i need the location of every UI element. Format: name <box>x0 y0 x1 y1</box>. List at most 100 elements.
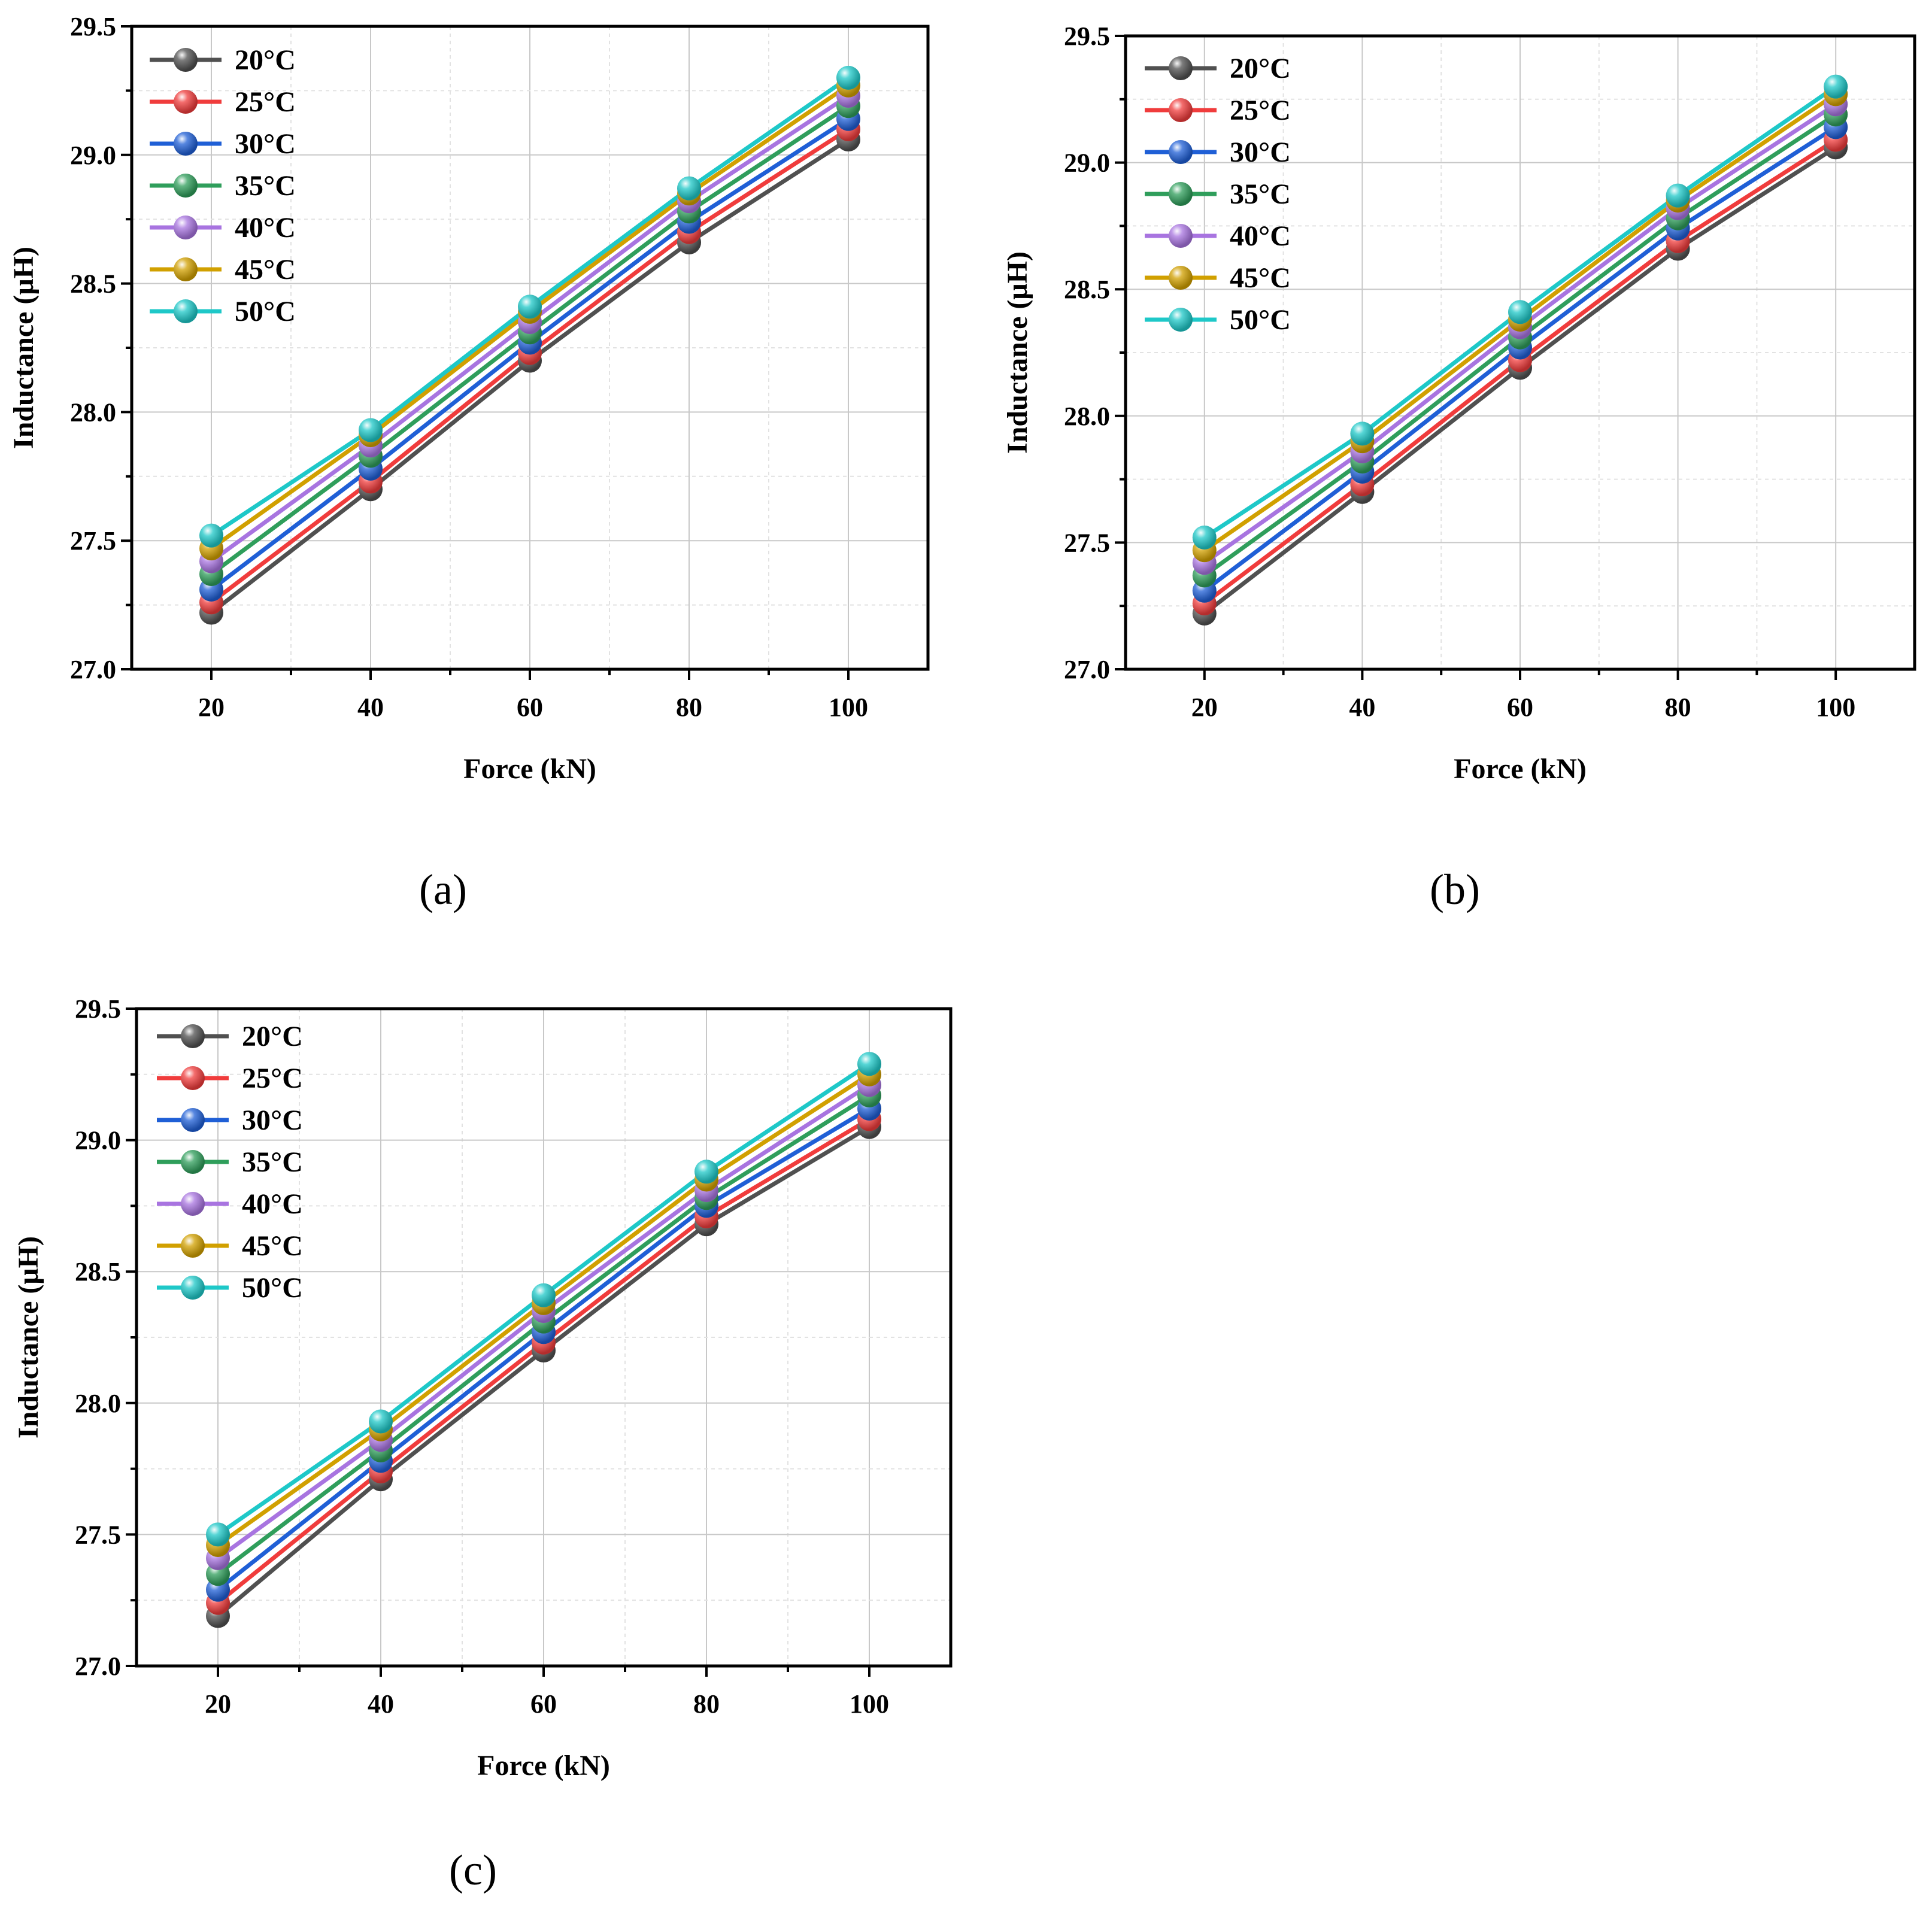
axes: 20 40 60 80 100 27.0 27.5 28.0 28.5 29.0 29.5 <box>75 994 889 1719</box>
chart-panel-c: 20 40 60 80 100 27.0 27.5 28.0 28.5 29.0 29.5 Force… <box>13 994 953 1894</box>
y-tick-label: 28.5 <box>70 269 116 299</box>
legend-item: 40°C <box>157 1188 303 1220</box>
y-tick-label: 27.0 <box>75 1652 121 1681</box>
y-tick-label: 27.5 <box>1064 528 1110 557</box>
legend-marker-highlight <box>181 1066 205 1090</box>
legend-marker-highlight <box>1169 224 1193 248</box>
x-tick-label: 40 <box>368 1689 394 1719</box>
data-point-highlight <box>1666 183 1690 208</box>
legend-marker-highlight <box>174 48 198 72</box>
y-tick-label: 29.0 <box>70 141 116 170</box>
legend-item: 30°C <box>1145 136 1291 168</box>
legend-label: 45°C <box>235 254 296 286</box>
legend-label: 30°C <box>1230 136 1291 168</box>
legend-marker-highlight <box>174 299 198 323</box>
y-tick-label: 27.0 <box>1064 655 1110 684</box>
legend-label: 30°C <box>235 128 296 160</box>
data-point-highlight <box>206 1522 230 1547</box>
legend-marker-highlight <box>181 1150 205 1174</box>
legend: 20°C 25°C 30°C 35°C 40°C 45°C 50°C <box>157 1021 303 1304</box>
x-axis-title: Force (kN) <box>1454 753 1587 785</box>
data-point-highlight <box>518 295 542 319</box>
y-tick-label: 27.5 <box>75 1520 121 1549</box>
x-tick-label: 100 <box>1816 693 1855 722</box>
legend-item: 20°C <box>1145 53 1291 84</box>
chart-panel-b: 20 40 60 80 100 27.0 27.5 28.0 28.5 29.0 29.5 Force… <box>1002 22 1916 913</box>
series-group <box>206 1052 881 1628</box>
legend: 20°C 25°C 30°C 35°C 40°C 45°C 50°C <box>150 44 296 327</box>
legend-item: 45°C <box>157 1230 303 1262</box>
legend-marker-highlight <box>181 1234 205 1258</box>
legend-item: 30°C <box>150 128 296 160</box>
legend-label: 45°C <box>242 1230 303 1262</box>
y-tick-label: 29.0 <box>75 1126 121 1155</box>
legend-marker-highlight <box>181 1024 205 1048</box>
legend-item: 50°C <box>150 296 296 327</box>
legend-item: 25°C <box>150 86 296 118</box>
legend-marker-highlight <box>1169 98 1193 122</box>
y-tick-label: 27.0 <box>70 655 116 684</box>
legend-item: 40°C <box>1145 220 1291 252</box>
legend-marker-highlight <box>1169 266 1193 290</box>
data-point-highlight <box>369 1409 393 1434</box>
panel-label: (b) <box>1430 866 1480 913</box>
chart-panel-a: 20 40 60 80 100 27.0 27.5 28.0 28.5 29.0 29.5 Force… <box>8 12 930 913</box>
data-point-highlight <box>532 1283 556 1307</box>
legend-marker-highlight <box>181 1108 205 1132</box>
legend-item: 35°C <box>1145 178 1291 210</box>
data-point-highlight <box>1192 525 1217 550</box>
x-tick-label: 20 <box>1191 693 1218 722</box>
legend-marker-highlight <box>1169 182 1193 206</box>
legend-label: 40°C <box>1230 220 1291 252</box>
legend-item: 35°C <box>157 1146 303 1178</box>
legend-item: 25°C <box>1145 95 1291 126</box>
legend-item: 50°C <box>1145 304 1291 336</box>
data-point-highlight <box>677 176 701 201</box>
y-tick-label: 28.0 <box>75 1389 121 1418</box>
y-axis-title: Inductance (μH) <box>13 1236 44 1438</box>
x-tick-label: 60 <box>1507 693 1533 722</box>
legend-marker-highlight <box>181 1192 205 1216</box>
x-tick-label: 60 <box>517 693 543 722</box>
legend-label: 20°C <box>235 44 296 76</box>
y-tick-label: 29.0 <box>1064 148 1110 178</box>
legend-label: 35°C <box>235 170 296 202</box>
x-tick-label: 80 <box>676 693 702 722</box>
y-tick-label: 28.5 <box>75 1257 121 1286</box>
grid <box>1126 36 1915 669</box>
legend-item: 25°C <box>157 1063 303 1094</box>
legend-marker-highlight <box>174 90 198 114</box>
x-axis-title: Force (kN) <box>477 1750 610 1781</box>
legend-item: 20°C <box>150 44 296 76</box>
x-tick-label: 80 <box>693 1689 720 1719</box>
legend-label: 25°C <box>1230 95 1291 126</box>
legend-label: 35°C <box>242 1146 303 1178</box>
legend-marker-highlight <box>1169 308 1193 332</box>
data-point-highlight <box>694 1160 718 1184</box>
legend-label: 25°C <box>235 86 296 118</box>
legend-marker-highlight <box>174 174 198 198</box>
legend-label: 40°C <box>235 212 296 244</box>
axes: 20 40 60 80 100 27.0 27.5 28.0 28.5 29.0 29.5 <box>1064 22 1855 722</box>
x-axis-title: Force (kN) <box>463 753 596 785</box>
data-point-highlight <box>836 65 860 90</box>
y-axis-title: Inductance (μH) <box>1002 251 1033 454</box>
x-tick-label: 20 <box>205 1689 231 1719</box>
legend-label: 20°C <box>1230 53 1291 84</box>
y-tick-label: 28.0 <box>1064 402 1110 431</box>
data-point-highlight <box>359 418 383 442</box>
y-tick-label: 29.5 <box>75 994 121 1024</box>
legend-marker-highlight <box>174 216 198 239</box>
legend-marker-highlight <box>1169 56 1193 80</box>
y-axis-title: Inductance (μH) <box>8 247 40 449</box>
data-point-highlight <box>1508 300 1532 324</box>
legend-label: 35°C <box>1230 178 1291 210</box>
legend-marker-highlight <box>181 1276 205 1300</box>
y-tick-label: 29.5 <box>70 12 116 41</box>
legend-item: 50°C <box>157 1272 303 1304</box>
series-group <box>1192 74 1848 626</box>
legend-marker-highlight <box>174 257 198 281</box>
legend-marker-highlight <box>1169 140 1193 164</box>
panel-label: (c) <box>449 1846 497 1894</box>
